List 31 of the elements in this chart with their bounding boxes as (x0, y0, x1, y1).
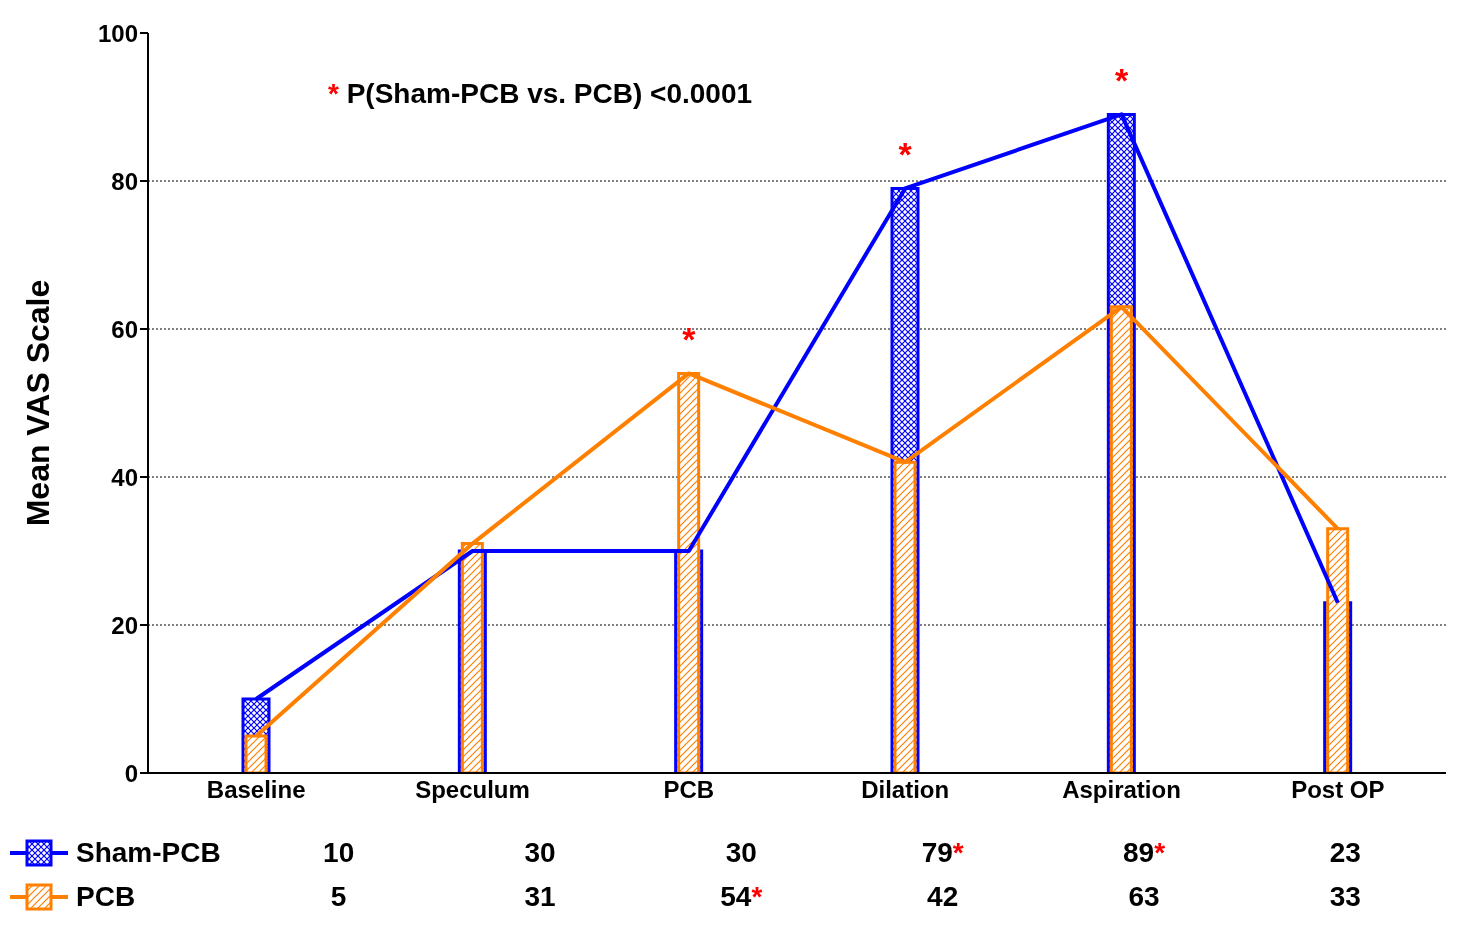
legend-label: PCB (76, 881, 136, 913)
data-label: 10 (322, 837, 356, 869)
annotation: * (682, 320, 697, 359)
y-axis-title: Mean VAS Scale (20, 279, 57, 527)
y-tick-label: 80 (111, 167, 138, 195)
x-tick-label: Dilation (861, 776, 950, 804)
y-tick-label: 60 (111, 315, 138, 343)
data-label: 63 (1127, 881, 1161, 913)
annotation: * (1114, 61, 1129, 100)
data-label: 31 (523, 881, 557, 913)
data-label: 30 (724, 837, 758, 869)
data-label: 42 (926, 881, 960, 913)
text: * (751, 881, 763, 912)
data-label: 5 (329, 881, 348, 913)
data-label: 23 (1328, 837, 1362, 869)
x-tick-label: Speculum (415, 776, 530, 804)
text: * (952, 837, 964, 868)
y-tick-label: 20 (111, 611, 138, 639)
x-tick-label: PCB (663, 776, 715, 804)
y-tick-label: 40 (111, 463, 138, 491)
x-tick-label: Baseline (206, 776, 306, 804)
x-tick-label: Aspiration (1062, 776, 1181, 804)
y-tick-label: 100 (97, 19, 138, 47)
y-tick-label: 0 (124, 759, 138, 787)
text: * (1154, 837, 1166, 868)
x-tick-label: Post OP (1291, 776, 1385, 804)
legend-label: Sham-PCB (76, 837, 221, 869)
data-label: 30 (523, 837, 557, 869)
data-label: 33 (1328, 881, 1362, 913)
annotation: * P(Sham-PCB vs. PCB) <0.0001 (328, 78, 753, 110)
annotation: * (898, 135, 913, 174)
